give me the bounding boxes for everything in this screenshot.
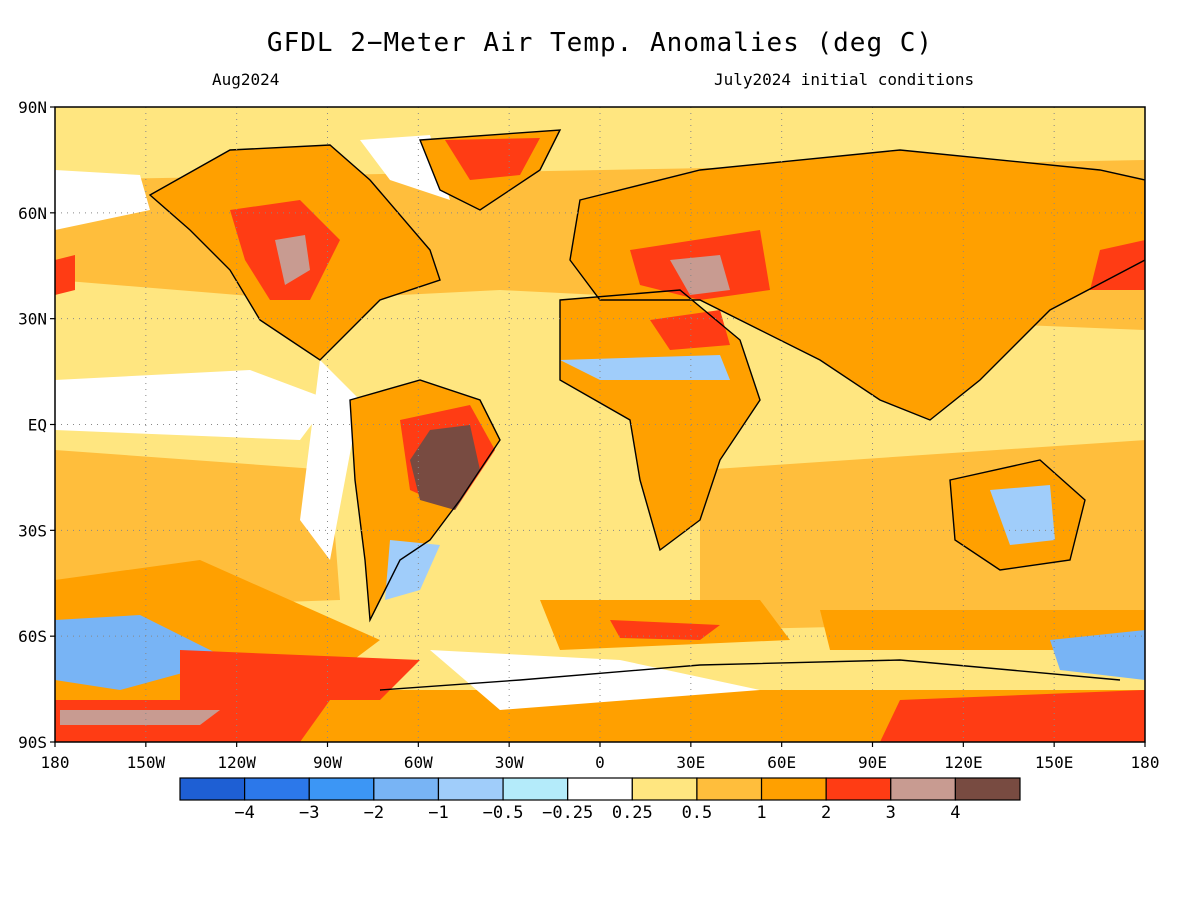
longitude-label: 90E bbox=[858, 753, 887, 772]
eurasia-land bbox=[570, 150, 1145, 420]
colorbar-label: 2 bbox=[821, 803, 831, 823]
africa-land bbox=[560, 290, 760, 550]
longitude-label: 120E bbox=[944, 753, 983, 772]
warm-anomaly-region bbox=[650, 310, 730, 350]
longitude-label: 120W bbox=[217, 753, 256, 772]
near-zero-anomaly-region bbox=[55, 170, 150, 230]
longitude-label: 180 bbox=[41, 753, 70, 772]
colorbar-label: 3 bbox=[886, 803, 896, 823]
map-title: GFDL 2−Meter Air Temp. Anomalies (deg C) bbox=[266, 28, 934, 58]
near-zero-anomaly-region bbox=[430, 650, 760, 710]
near-zero-anomaly-region bbox=[55, 370, 330, 440]
latitude-label: 60S bbox=[18, 627, 47, 646]
latitude-label: 30S bbox=[18, 521, 47, 540]
mild-anomaly-region bbox=[700, 440, 1145, 630]
colorbar-label: −3 bbox=[299, 803, 319, 823]
colorbar-swatch bbox=[437, 777, 504, 801]
warm-anomaly-region bbox=[880, 690, 1145, 742]
longitude-label: 60W bbox=[404, 753, 433, 772]
coastlines bbox=[148, 129, 1145, 691]
warm-anomaly-region bbox=[55, 255, 75, 295]
warm-anomaly-region bbox=[1090, 240, 1145, 290]
cool-anomaly-region bbox=[990, 485, 1055, 545]
cold-anomaly-region bbox=[1050, 630, 1145, 680]
colorbar-swatch bbox=[760, 777, 827, 801]
colorbar-swatch bbox=[244, 777, 310, 801]
colorbar-label: −4 bbox=[234, 803, 254, 823]
latitude-label: 90N bbox=[18, 98, 47, 117]
colorbar-swatch bbox=[567, 777, 633, 801]
colorbar-label: 4 bbox=[950, 803, 960, 823]
mild-anomaly-region bbox=[55, 450, 340, 610]
colorbar-legend: −4 −3 −2 −1 −0.5 −0.25 0.25 0.5 1 2 3 4 bbox=[179, 777, 1021, 823]
longitude-label: 30E bbox=[676, 753, 705, 772]
colorbar-swatch bbox=[825, 777, 892, 801]
longitude-label: 60E bbox=[767, 753, 796, 772]
longitude-label: 30W bbox=[495, 753, 524, 772]
warm-anomaly-region bbox=[445, 138, 540, 180]
colorbar-swatch bbox=[502, 777, 569, 801]
near-zero-anomaly-region bbox=[300, 360, 360, 560]
colorbar-swatch bbox=[954, 777, 1021, 801]
latitude-axis: 90N 60N 30N EQ 30S 60S 90S bbox=[18, 98, 55, 752]
warm-anomaly-region bbox=[180, 650, 420, 700]
colorbar-swatch bbox=[696, 777, 763, 801]
latitude-label: 60N bbox=[18, 204, 47, 223]
cool-anomaly-region bbox=[560, 355, 730, 380]
colorbar-swatch bbox=[308, 777, 375, 801]
colorbar-label: −0.25 bbox=[542, 803, 593, 823]
longitude-label: 150E bbox=[1035, 753, 1074, 772]
warm-anomaly-region bbox=[610, 620, 720, 640]
colorbar-swatch bbox=[179, 777, 246, 801]
extreme-anomaly-region bbox=[410, 425, 480, 510]
colorbar-swatch bbox=[373, 777, 440, 801]
colorbar-label: 0.5 bbox=[682, 803, 713, 823]
colorbar-swatch bbox=[890, 777, 956, 801]
longitude-label: 180 bbox=[1131, 753, 1160, 772]
longitude-label: 90W bbox=[313, 753, 342, 772]
colorbar-label: −2 bbox=[364, 803, 384, 823]
latitude-label: 30N bbox=[18, 310, 47, 329]
colorbar-swatch bbox=[631, 777, 698, 801]
colorbar-label: 1 bbox=[756, 803, 766, 823]
longitude-axis: 180 150W 120W 90W 60W 30W 0 30E 60E 90E 120E 150E 18… bbox=[41, 742, 1160, 772]
hot-anomaly-region bbox=[275, 235, 310, 285]
colorbar-label: 0.25 bbox=[612, 803, 653, 823]
colorbar-label: −0.5 bbox=[483, 803, 524, 823]
longitude-label: 0 bbox=[595, 753, 605, 772]
latitude-label: 90S bbox=[18, 733, 47, 752]
anomaly-field bbox=[55, 107, 1145, 742]
hot-anomaly-region bbox=[60, 710, 220, 725]
forecast-month: Aug2024 bbox=[212, 70, 280, 89]
latitude-label: EQ bbox=[28, 416, 47, 435]
initial-conditions-label: July2024 initial conditions bbox=[714, 70, 975, 89]
colorbar-label: −1 bbox=[428, 803, 448, 823]
cool-anomaly-region bbox=[385, 540, 440, 600]
longitude-label: 150W bbox=[127, 753, 166, 772]
hot-anomaly-region bbox=[670, 255, 730, 295]
